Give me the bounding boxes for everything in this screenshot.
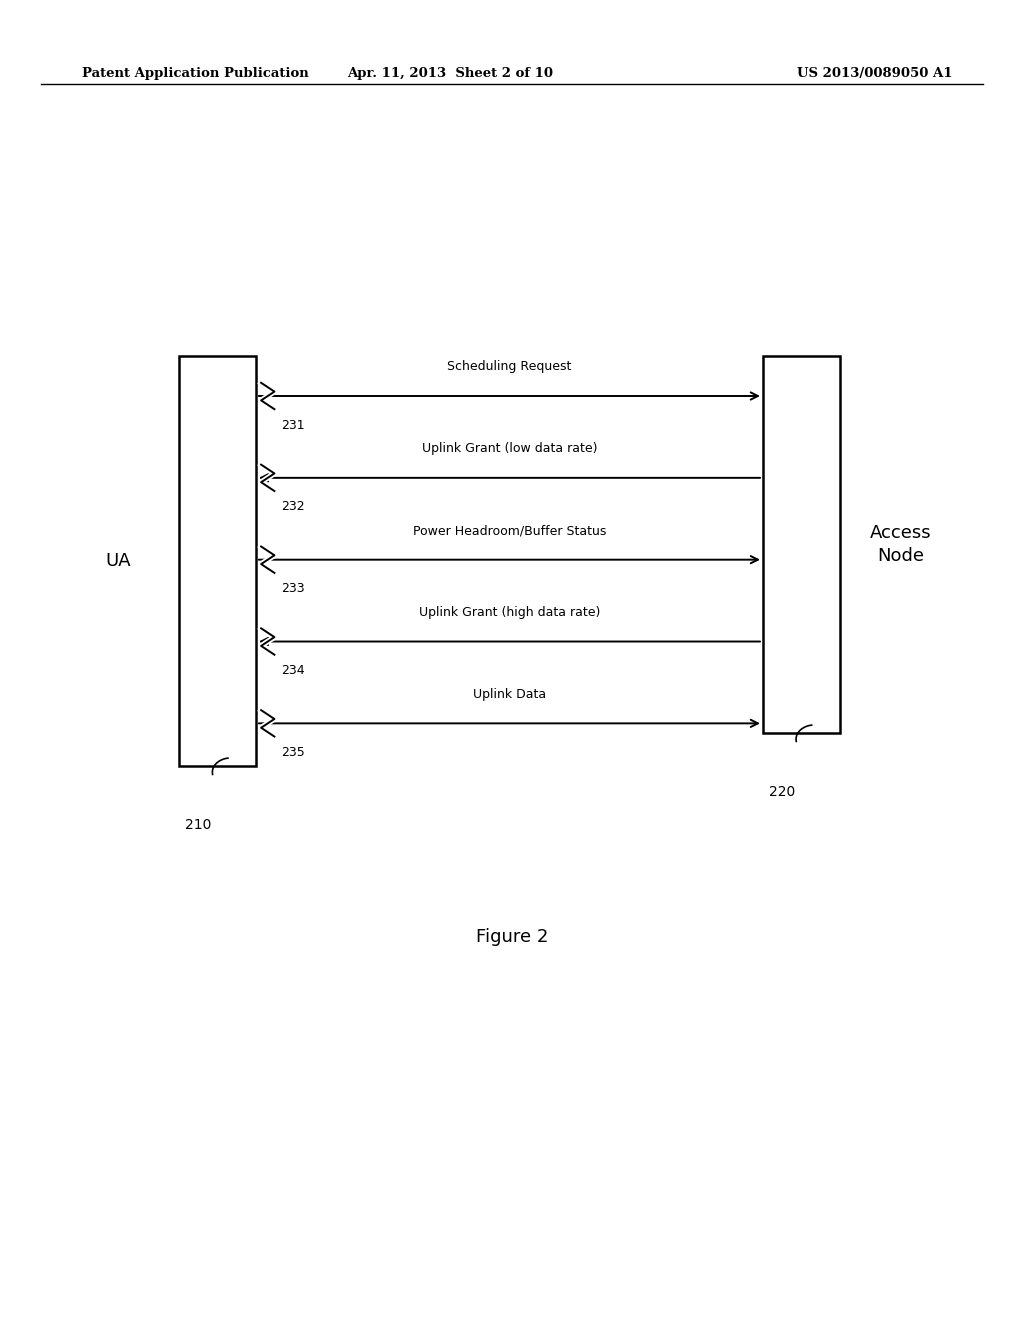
Text: 232: 232: [282, 500, 305, 513]
Text: Patent Application Publication: Patent Application Publication: [82, 67, 308, 81]
Text: 231: 231: [282, 418, 305, 432]
Text: Apr. 11, 2013  Sheet 2 of 10: Apr. 11, 2013 Sheet 2 of 10: [347, 67, 554, 81]
Text: 210: 210: [185, 818, 212, 833]
Text: Figure 2: Figure 2: [476, 928, 548, 946]
Text: 235: 235: [282, 746, 305, 759]
Text: Power Headroom/Buffer Status: Power Headroom/Buffer Status: [413, 524, 606, 537]
Text: Uplink Grant (low data rate): Uplink Grant (low data rate): [422, 442, 597, 455]
Text: 234: 234: [282, 664, 305, 677]
Bar: [179, 356, 256, 766]
Bar: [763, 356, 840, 733]
Text: 220: 220: [769, 785, 796, 800]
Text: UA: UA: [104, 552, 131, 570]
Text: Scheduling Request: Scheduling Request: [447, 360, 571, 374]
Text: US 2013/0089050 A1: US 2013/0089050 A1: [797, 67, 952, 81]
Text: 233: 233: [282, 582, 305, 595]
Text: Uplink Data: Uplink Data: [473, 688, 546, 701]
Text: Access
Node: Access Node: [870, 524, 932, 565]
Text: Uplink Grant (high data rate): Uplink Grant (high data rate): [419, 606, 600, 619]
